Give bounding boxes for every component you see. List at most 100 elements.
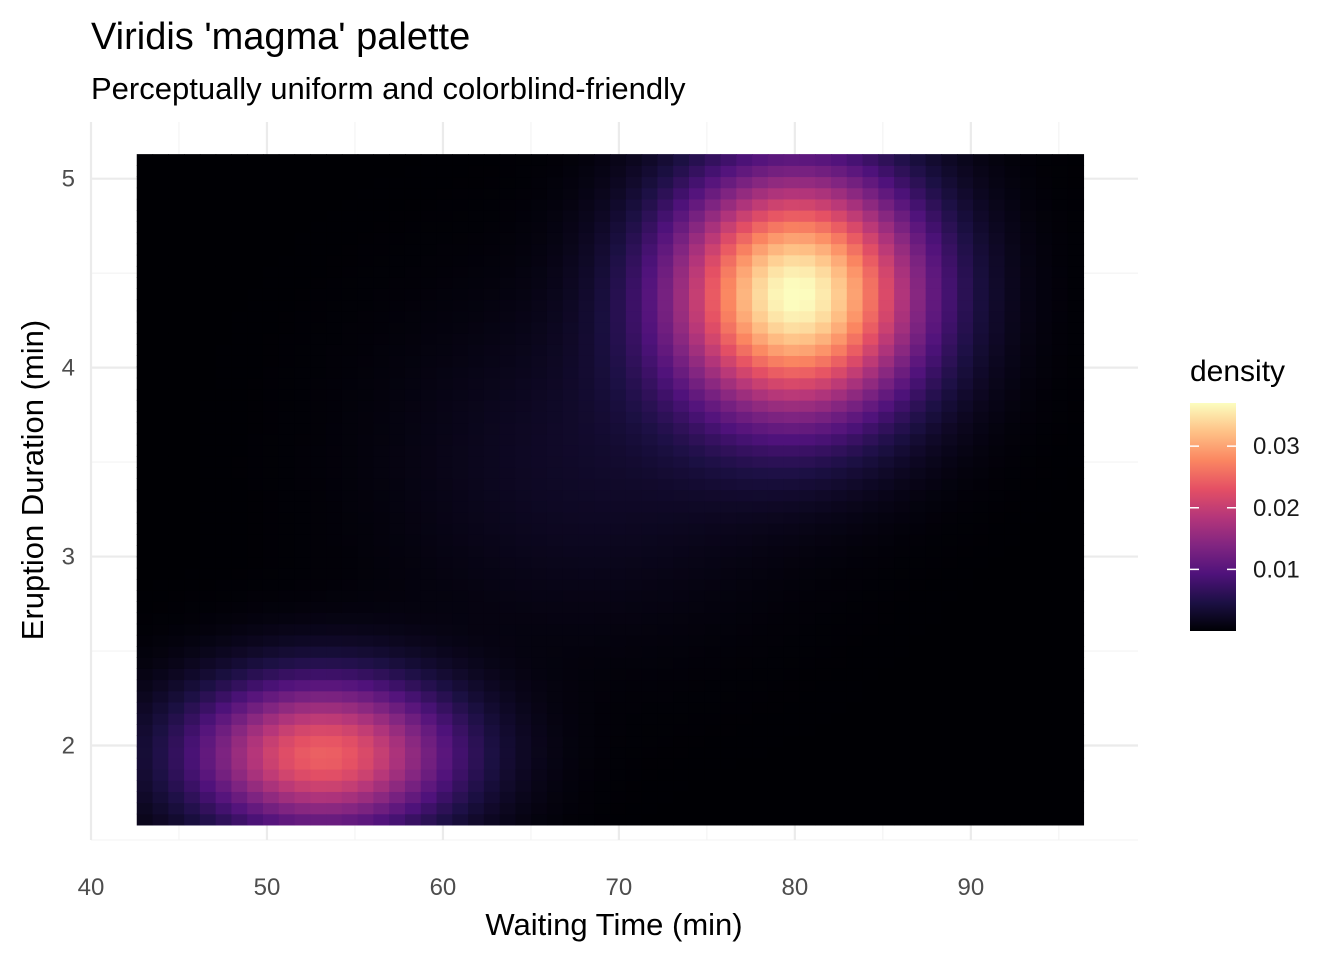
heatmap-tile <box>389 690 406 703</box>
heatmap-tile <box>594 232 611 245</box>
heatmap-tile <box>846 254 864 267</box>
heatmap-tile <box>878 321 895 334</box>
heatmap-tile <box>373 735 390 748</box>
heatmap-tile <box>625 713 643 725</box>
heatmap-tile <box>894 601 911 614</box>
heatmap-tile <box>720 623 737 636</box>
heatmap-tile <box>610 154 627 166</box>
heatmap-tile <box>941 601 958 614</box>
heatmap-tile <box>673 690 690 703</box>
heatmap-tile <box>531 634 548 647</box>
heatmap-tile <box>184 254 201 267</box>
heatmap-tile <box>988 433 1006 446</box>
heatmap-tile <box>436 601 453 614</box>
heatmap-tile <box>783 176 801 189</box>
heatmap-tile <box>247 310 264 323</box>
heatmap-tile <box>957 724 974 737</box>
heatmap-tile <box>909 567 927 580</box>
heatmap-tile <box>294 679 311 692</box>
heatmap-tile <box>294 556 311 569</box>
heatmap-tile <box>831 724 848 737</box>
heatmap-tile <box>657 634 674 647</box>
heatmap-tile <box>625 478 643 491</box>
heatmap-tile <box>499 780 517 792</box>
heatmap-tile <box>562 813 580 826</box>
heatmap-tile <box>1051 411 1069 424</box>
heatmap-tile <box>878 746 895 759</box>
heatmap-tile <box>831 634 848 647</box>
heatmap-tile <box>1067 299 1085 312</box>
heatmap-tile <box>1036 791 1053 804</box>
heatmap-tile <box>389 657 406 669</box>
heatmap-tile <box>752 713 769 725</box>
heatmap-tile <box>846 299 864 312</box>
heatmap-tile <box>515 556 532 569</box>
heatmap-tile <box>168 780 185 792</box>
heatmap-tile <box>515 321 532 334</box>
heatmap-tile <box>752 623 769 636</box>
heatmap-tile <box>846 780 864 792</box>
heatmap-tile <box>783 366 801 379</box>
heatmap-tile <box>799 657 816 669</box>
heatmap-tile <box>389 243 406 256</box>
heatmap-tile <box>515 567 532 580</box>
heatmap-tile <box>846 623 864 636</box>
heatmap-tile <box>973 433 990 446</box>
heatmap-tile <box>357 243 375 256</box>
heatmap-tile <box>610 221 627 233</box>
heatmap-tile <box>925 768 943 781</box>
heatmap-tile <box>452 187 469 200</box>
heatmap-tile <box>736 701 753 714</box>
heatmap-tile <box>184 299 201 312</box>
heatmap-tile <box>341 545 359 558</box>
heatmap-tile <box>231 388 248 401</box>
heatmap-tile <box>610 299 627 312</box>
heatmap-tile <box>515 232 532 245</box>
heatmap-tile <box>578 701 595 714</box>
heatmap-tile <box>278 556 296 569</box>
heatmap-tile <box>1020 567 1037 580</box>
heatmap-tile <box>736 634 753 647</box>
heatmap-tile <box>436 467 453 479</box>
heatmap-tile <box>1067 243 1085 256</box>
heatmap-tile <box>767 567 785 580</box>
heatmap-tile <box>941 623 958 636</box>
heatmap-tile <box>704 154 722 166</box>
heatmap-tile <box>941 802 958 815</box>
heatmap-tile <box>688 713 706 725</box>
heatmap-tile <box>752 757 769 770</box>
heatmap-tile <box>310 265 327 278</box>
heatmap-tile <box>1051 634 1069 647</box>
heatmap-tile <box>736 802 753 815</box>
heatmap-tile <box>531 388 548 401</box>
heatmap-tile <box>231 791 248 804</box>
heatmap-tile <box>420 187 438 200</box>
heatmap-tile <box>278 601 296 614</box>
heatmap-tile <box>357 210 375 222</box>
heatmap-tile <box>136 377 154 390</box>
heatmap-tile <box>515 411 532 424</box>
heatmap-tile <box>799 668 816 681</box>
x-tick-label: 90 <box>957 874 984 901</box>
heatmap-tile <box>831 768 848 781</box>
heatmap-tile <box>373 567 390 580</box>
heatmap-tile <box>184 623 201 636</box>
heatmap-tile <box>736 321 753 334</box>
heatmap-tile <box>767 623 785 636</box>
heatmap-tile <box>688 388 706 401</box>
heatmap-tile <box>625 232 643 245</box>
heatmap-tile <box>941 791 958 804</box>
heatmap-tile <box>278 232 296 245</box>
heatmap-tile <box>152 355 169 368</box>
heatmap-tile <box>752 243 769 256</box>
heatmap-tile <box>815 210 832 222</box>
heatmap-tile <box>752 489 769 502</box>
heatmap-tile <box>436 388 453 401</box>
heatmap-tile <box>404 366 422 379</box>
heatmap-tile <box>231 198 248 211</box>
heatmap-tile <box>562 768 580 781</box>
heatmap-tile <box>594 400 611 412</box>
heatmap-tile <box>262 444 280 457</box>
heatmap-tile <box>483 735 501 748</box>
heatmap-tile <box>389 757 406 770</box>
